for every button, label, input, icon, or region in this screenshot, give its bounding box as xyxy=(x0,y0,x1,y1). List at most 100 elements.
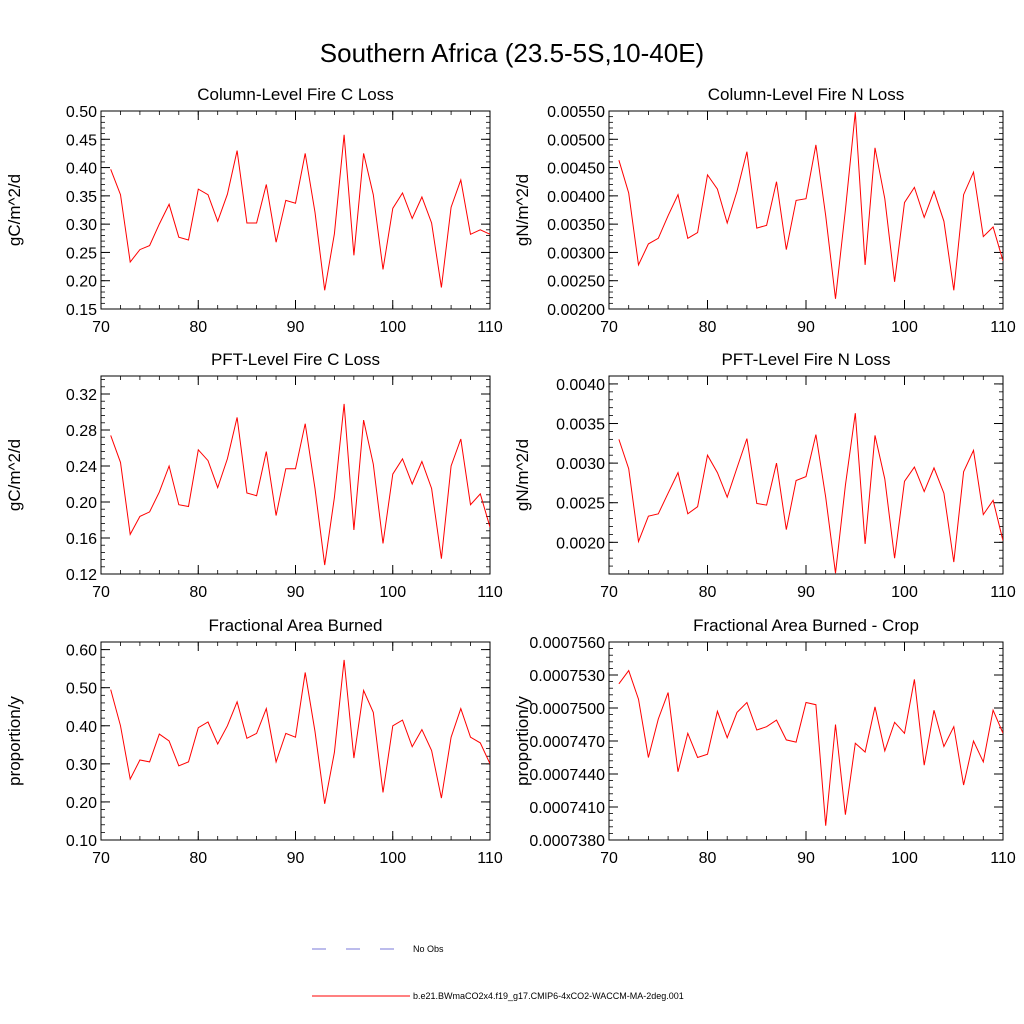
y-tick-label: 0.50 xyxy=(66,104,97,121)
x-tick-label: 100 xyxy=(379,584,406,601)
legend-entry-model: b.e21.BWmaCO2x4.f19_g17.CMIP6-4xCO2-WACC… xyxy=(312,991,684,1001)
y-tick-label: 0.0007470 xyxy=(529,734,605,751)
x-tick-label: 70 xyxy=(600,584,618,601)
y-tick-label: 0.35 xyxy=(66,189,97,206)
series-line xyxy=(618,669,1003,826)
y-tick-label: 0.16 xyxy=(66,531,97,548)
x-tick-label: 90 xyxy=(797,850,815,867)
y-tick-label: 0.00250 xyxy=(547,274,605,291)
y-tick-label: 0.00500 xyxy=(547,132,605,149)
x-tick-label: 80 xyxy=(699,850,717,867)
x-tick-label: 110 xyxy=(990,584,1016,601)
figure-title: Southern Africa (23.5-5S,10-40E) xyxy=(320,38,704,68)
y-tick-label: 0.60 xyxy=(66,643,97,660)
x-tick-label: 110 xyxy=(477,850,503,867)
y-tick-label: 0.10 xyxy=(66,833,97,850)
x-tick-label: 90 xyxy=(287,319,305,336)
y-tick-label: 0.0040 xyxy=(556,377,605,394)
chart-title: Column-Level Fire C Loss xyxy=(197,85,394,104)
x-tick-label: 110 xyxy=(990,850,1016,867)
y-tick-label: 0.00300 xyxy=(547,245,605,262)
x-tick-label: 70 xyxy=(600,319,618,336)
x-tick-label: 80 xyxy=(189,850,207,867)
x-tick-label: 80 xyxy=(189,319,207,336)
series-line xyxy=(618,413,1003,574)
series-line xyxy=(110,403,490,566)
y-axis-label: gN/m^2/d xyxy=(513,174,532,246)
chart-column-c-loss: 70 80 90 100 110 0.15 0.20 0.25 0.30 0.35 0.40 0.45… xyxy=(5,85,503,336)
y-tick-label: 0.0007380 xyxy=(529,833,605,850)
x-tick-label: 70 xyxy=(600,850,618,867)
x-tick-label: 100 xyxy=(891,584,918,601)
legend-label-model: b.e21.BWmaCO2x4.f19_g17.CMIP6-4xCO2-WACC… xyxy=(413,991,684,1001)
y-tick-label: 0.00450 xyxy=(547,161,605,178)
y-tick-label: 0.45 xyxy=(66,132,97,149)
y-tick-label: 0.0007530 xyxy=(529,668,605,685)
chart-title: Fractional Area Burned - Crop xyxy=(693,616,919,635)
y-tick-label: 0.00400 xyxy=(547,189,605,206)
chart-pft-n-loss: 70 80 90 100 110 0.0020 0.0025 0.0030 0.0035 0.00… xyxy=(513,350,1016,601)
y-axis-label: proportion/y xyxy=(5,696,24,786)
legend-entry-no-obs: No Obs xyxy=(312,944,444,954)
y-tick-label: 0.24 xyxy=(66,459,97,476)
series-line xyxy=(110,134,490,291)
x-tick-label: 110 xyxy=(477,584,503,601)
y-tick-label: 0.40 xyxy=(66,719,97,736)
x-tick-label: 80 xyxy=(699,584,717,601)
x-tick-label: 70 xyxy=(92,584,110,601)
x-tick-label: 90 xyxy=(797,584,815,601)
y-tick-label: 0.40 xyxy=(66,161,97,178)
chart-title: PFT-Level Fire N Loss xyxy=(721,350,890,369)
legend-label-no-obs: No Obs xyxy=(413,944,444,954)
y-tick-label: 0.0007410 xyxy=(529,800,605,817)
x-tick-label: 70 xyxy=(92,850,110,867)
x-tick-label: 100 xyxy=(891,319,918,336)
series-line xyxy=(618,112,1003,299)
y-tick-label: 0.00550 xyxy=(547,104,605,121)
chart-pft-c-loss: 70 80 90 100 110 0.12 0.16 0.20 0.24 0.28 0.32 PFT-… xyxy=(5,350,503,601)
chart-area-burned: 70 80 90 100 110 0.10 0.20 0.30 0.40 0.50 0.60 Frac… xyxy=(5,616,503,867)
y-tick-label: 0.20 xyxy=(66,795,97,812)
y-tick-label: 0.0007560 xyxy=(529,635,605,652)
x-tick-label: 80 xyxy=(189,584,207,601)
chart-column-n-loss: 70 80 90 100 110 0.00200 0.00250 0.00300 0.00350… xyxy=(513,85,1016,336)
y-tick-label: 0.0035 xyxy=(556,417,605,434)
y-tick-label: 0.30 xyxy=(66,217,97,234)
y-axis-label: gC/m^2/d xyxy=(5,439,24,511)
y-tick-label: 0.20 xyxy=(66,274,97,291)
y-tick-label: 0.28 xyxy=(66,423,97,440)
x-tick-label: 90 xyxy=(287,584,305,601)
y-axis-label: gN/m^2/d xyxy=(513,439,532,511)
y-tick-label: 0.0007440 xyxy=(529,767,605,784)
y-tick-label: 0.00350 xyxy=(547,217,605,234)
y-tick-label: 0.25 xyxy=(66,245,97,262)
y-tick-label: 0.30 xyxy=(66,757,97,774)
x-tick-label: 100 xyxy=(891,850,918,867)
y-tick-label: 0.32 xyxy=(66,387,97,404)
y-tick-label: 0.50 xyxy=(66,681,97,698)
y-tick-label: 0.20 xyxy=(66,495,97,512)
series-line xyxy=(110,659,490,804)
x-tick-label: 70 xyxy=(92,319,110,336)
y-tick-label: 0.12 xyxy=(66,567,97,584)
x-tick-label: 90 xyxy=(287,850,305,867)
chart-area-burned-crop: 70 80 90 100 110 0.0007380 0.0007410 0.0007440 0… xyxy=(513,616,1016,867)
x-tick-label: 100 xyxy=(379,850,406,867)
y-axis-label: proportion/y xyxy=(513,696,532,786)
x-tick-label: 90 xyxy=(797,319,815,336)
legend: No Obs b.e21.BWmaCO2x4.f19_g17.CMIP6-4xC… xyxy=(312,944,684,1001)
y-tick-label: 0.00200 xyxy=(547,302,605,319)
y-tick-label: 0.0020 xyxy=(556,535,605,552)
y-tick-label: 0.0007500 xyxy=(529,701,605,718)
x-tick-label: 110 xyxy=(990,319,1016,336)
chart-title: Column-Level Fire N Loss xyxy=(708,85,905,104)
x-tick-label: 110 xyxy=(477,319,503,336)
y-tick-label: 0.0030 xyxy=(556,456,605,473)
y-tick-label: 0.0025 xyxy=(556,496,605,513)
panels: 70 80 90 100 110 0.15 0.20 0.25 0.30 0.35 0.40 0.45… xyxy=(5,85,1016,867)
x-tick-label: 80 xyxy=(699,319,717,336)
y-axis-label: gC/m^2/d xyxy=(5,174,24,246)
y-tick-label: 0.15 xyxy=(66,302,97,319)
